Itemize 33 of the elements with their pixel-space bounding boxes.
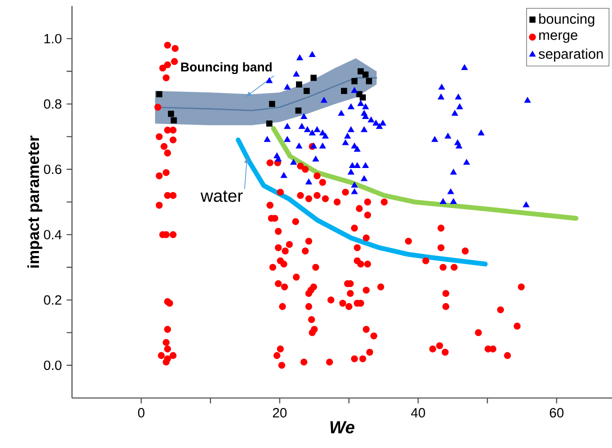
point — [168, 110, 174, 117]
x-tick-label: 0 — [138, 408, 144, 418]
point — [269, 100, 276, 108]
point — [310, 74, 317, 81]
y-tick-label: 0.6 — [44, 164, 62, 174]
point — [296, 81, 302, 88]
point — [341, 88, 348, 94]
annotation: Bouncing band — [181, 62, 272, 74]
y-tick-label: 0.2 — [44, 295, 62, 305]
point — [358, 68, 364, 74]
point — [366, 78, 372, 84]
point — [156, 91, 162, 98]
y-tick-label: 0.4 — [44, 230, 62, 240]
x-axis-title: We — [330, 421, 354, 434]
point — [170, 117, 177, 124]
point — [266, 120, 272, 127]
point — [304, 88, 310, 94]
annotation: water — [200, 190, 243, 202]
point — [362, 72, 369, 78]
x-tick-label: 20 — [272, 408, 287, 418]
line-series — [271, 126, 578, 221]
legend-label: separation — [538, 48, 603, 62]
y-tick-label: 0.8 — [44, 99, 62, 109]
legend-label: bouncing — [539, 14, 594, 27]
y-tick-label: 1.0 — [44, 34, 62, 44]
legend-label: merge — [539, 32, 578, 43]
point — [351, 78, 358, 84]
point — [295, 107, 302, 114]
point — [360, 94, 366, 101]
x-tick-label: 40 — [411, 408, 426, 418]
x-tick-label: 60 — [550, 408, 564, 418]
y-tick-label: 0.0 — [44, 360, 62, 370]
y-axis-title: impact parameter — [27, 136, 42, 268]
